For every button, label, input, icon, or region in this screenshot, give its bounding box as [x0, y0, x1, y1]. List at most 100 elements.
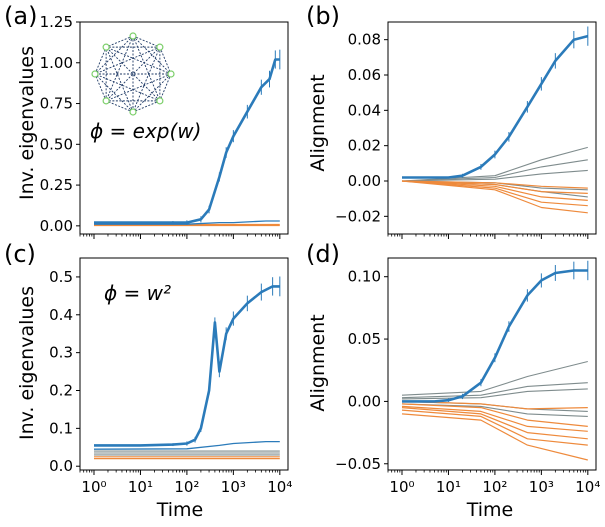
graph-edge: [132, 100, 161, 113]
ytick-label-a-1: 0.25: [40, 176, 73, 194]
ytick-label-a-5: 1.25: [40, 13, 73, 31]
series-b-8-orange: [401, 180, 588, 201]
panel-b: −0.02 0.00 0.02 0.04 0.06 0.08: [335, 21, 597, 239]
series-d-0-main: [402, 269, 588, 403]
graph-node: [156, 43, 164, 51]
series-d-3-gray: [401, 388, 588, 400]
graph-edge: [105, 46, 172, 75]
xtick-label-d-0: 10⁰: [389, 478, 414, 496]
plot-area-c: [93, 276, 281, 460]
panel-label-b: (b): [306, 2, 340, 30]
panel-label-d: (d): [306, 240, 340, 268]
ytick-label-d-2: 0.05: [348, 330, 381, 348]
panel-a: 0.00 0.25 0.50 0.75 1.00 1.25: [40, 13, 289, 239]
series-c-0-main: [94, 285, 280, 447]
series-b-2-gray: [401, 159, 588, 182]
graph-edge: [94, 46, 107, 75]
xlabel-d: Time: [466, 499, 514, 521]
axes-frame-a: [79, 21, 289, 235]
series-d-1-gray: [401, 360, 588, 396]
xtick-label-c-4: 10⁴: [267, 478, 292, 496]
ylabel-a: Inv. eigenvalues: [16, 46, 38, 200]
graph-edge: [105, 35, 134, 48]
series-d-10-orange: [401, 409, 588, 446]
xtick-label-c-0: 10⁰: [81, 478, 106, 496]
graph-edge: [105, 73, 172, 102]
annotation-a: ϕ = exp(w): [90, 119, 201, 143]
xtick-label-d-4: 10⁴: [575, 478, 600, 496]
axes-frame-b: [387, 21, 597, 235]
axes-frame-c: [79, 257, 289, 471]
graph-edge: [132, 73, 172, 113]
ylabel-c: Inv. eigenvalues: [16, 286, 38, 440]
ytick-label-b-5: 0.08: [348, 31, 381, 49]
ytick-label-c-2: 0.2: [49, 382, 73, 400]
graph-edge: [132, 35, 161, 48]
graph-node: [167, 70, 175, 78]
series-b-10-orange: [401, 180, 588, 214]
series-c-1-minor: [93, 440, 280, 450]
complete-graph-inset: [91, 32, 175, 116]
ylabel-b: Alignment: [307, 74, 329, 171]
axes-frame-d: [387, 257, 597, 471]
graph-node: [129, 32, 137, 40]
graph-edge: [94, 35, 134, 75]
series-b-7-orange: [401, 180, 588, 194]
ytick-label-d-1: 0.00: [348, 392, 381, 410]
series-d-11-orange: [401, 413, 588, 461]
graph-edge: [105, 46, 134, 113]
ytick-label-c-0: 0.0: [49, 457, 73, 475]
xtick-label-d-1: 10¹: [436, 478, 461, 496]
ytick-label-b-0: −0.02: [335, 207, 381, 225]
ytick-label-b-4: 0.06: [348, 66, 381, 84]
ylabel-d: Alignment: [307, 314, 329, 411]
xlabel-c: Time: [156, 499, 204, 521]
panel-d: −0.05 0.00 0.05 0.10 10⁰ 10¹ 10² 10³ 10⁴: [335, 257, 600, 496]
ytick-label-a-0: 0.00: [40, 217, 73, 235]
ytick-label-a-3: 0.75: [40, 95, 73, 113]
graph-edge: [105, 46, 161, 102]
ytick-label-c-1: 0.1: [49, 419, 73, 437]
graph-edge: [94, 73, 161, 102]
series-d-9-orange: [401, 407, 588, 440]
graph-node: [102, 43, 110, 51]
ytick-label-d-0: −0.05: [335, 455, 381, 473]
plot-area-b: [401, 26, 589, 214]
plot-area-d: [401, 260, 589, 461]
panel-label-c: (c): [4, 240, 36, 268]
graph-edge: [94, 73, 134, 113]
ytick-label-b-1: 0.00: [348, 172, 381, 190]
xtick-label-c-1: 10¹: [128, 478, 153, 496]
ytick-label-d-3: 0.10: [348, 268, 381, 286]
graph-edge: [159, 73, 172, 102]
annotation-c: ϕ = w²: [104, 281, 171, 305]
graph-edge: [132, 46, 161, 113]
series-b-9-orange: [401, 180, 588, 207]
xtick-label-c-3: 10³: [221, 478, 246, 496]
ytick-label-c-3: 0.3: [49, 344, 73, 362]
ytick-label-b-3: 0.04: [348, 101, 381, 119]
panel-c: 0.0 0.1 0.2 0.3 0.4 0.5 10⁰ 10¹ 10² 10³ 10⁴: [49, 257, 292, 496]
ytick-label-b-2: 0.02: [348, 137, 381, 155]
graph-edge: [94, 73, 107, 102]
series-d-2-gray: [401, 382, 588, 399]
graph-node: [129, 108, 137, 116]
xtick-label-d-3: 10³: [529, 478, 554, 496]
graph-edge: [94, 46, 161, 75]
graph-node: [156, 97, 164, 105]
ytick-label-c-4: 0.4: [49, 306, 73, 324]
graph-edge: [105, 100, 134, 113]
graph-edge: [105, 35, 134, 102]
graph-node: [91, 70, 99, 78]
ytick-label-c-5: 0.5: [49, 268, 73, 286]
plot-area-a: [94, 49, 281, 227]
panel-label-a: (a): [4, 2, 37, 30]
series-d-8-orange: [401, 405, 588, 432]
series-b-6-orange: [401, 180, 588, 189]
xtick-label-d-2: 10²: [482, 478, 507, 496]
series-d-7-orange: [401, 403, 588, 427]
graph-node: [102, 97, 110, 105]
ytick-label-a-2: 0.50: [40, 135, 73, 153]
series-a-1-minor: [94, 220, 280, 225]
